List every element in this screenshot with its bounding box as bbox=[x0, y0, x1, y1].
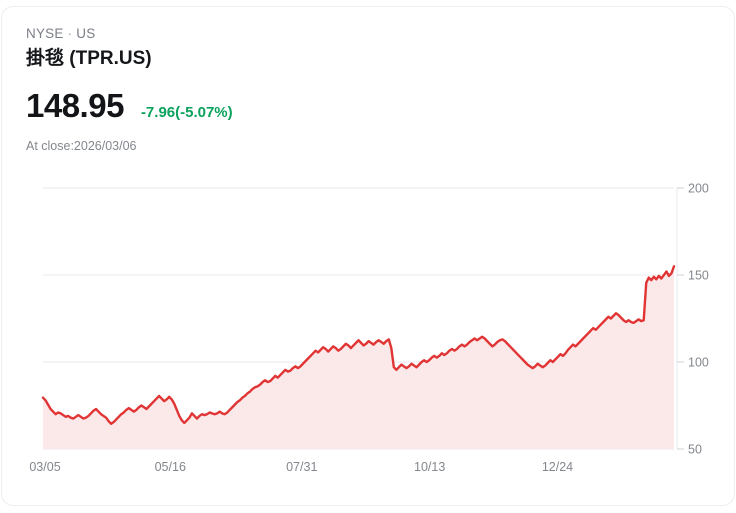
x-axis-label: 05/16 bbox=[155, 460, 186, 474]
separator-dot: · bbox=[67, 26, 73, 41]
y-axis-label: 100 bbox=[688, 355, 709, 369]
page-title: 掛毯 (TPR.US) bbox=[26, 48, 152, 69]
y-axis-label: 50 bbox=[688, 442, 702, 456]
quote-card: NYSE · US 掛毯 (TPR.US) 148.95 -7.96(-5.07%)… bbox=[1, 6, 735, 506]
chart-area-fill bbox=[43, 266, 674, 449]
chart-line bbox=[41, 265, 676, 425]
price-row: 148.95 -7.96(-5.07%) bbox=[26, 88, 686, 124]
x-axis-label: 07/31 bbox=[286, 460, 317, 474]
price-chart[interactable]: 50 100 150 200 03/05 05/16 07/31 10/13 12/24 bbox=[2, 167, 736, 487]
chart-y-tick-marks bbox=[677, 187, 684, 450]
x-axis-label: 10/13 bbox=[414, 460, 445, 474]
last-price: 148.95 bbox=[26, 87, 124, 124]
y-axis-label: 200 bbox=[688, 181, 709, 195]
price-change: -7.96(-5.07%) bbox=[140, 104, 233, 121]
exchange-line: NYSE · US bbox=[26, 25, 686, 43]
chart-x-axis-labels: 03/05 05/16 07/31 10/13 12/24 bbox=[29, 460, 573, 474]
price-chart-svg[interactable]: 50 100 150 200 03/05 05/16 07/31 10/13 12/24 bbox=[2, 167, 736, 487]
x-axis-label: 12/24 bbox=[542, 460, 573, 474]
y-axis-label: 150 bbox=[688, 268, 709, 282]
region-label: US bbox=[76, 26, 96, 41]
x-axis-label: 03/05 bbox=[29, 460, 60, 474]
market-status: At close:2026/03/06 bbox=[26, 139, 137, 153]
quote-header: NYSE · US 掛毯 (TPR.US) 148.95 -7.96(-5.07%)… bbox=[26, 25, 686, 154]
exchange-name: NYSE bbox=[26, 26, 64, 41]
chart-y-axis-labels: 50 100 150 200 bbox=[688, 181, 709, 456]
